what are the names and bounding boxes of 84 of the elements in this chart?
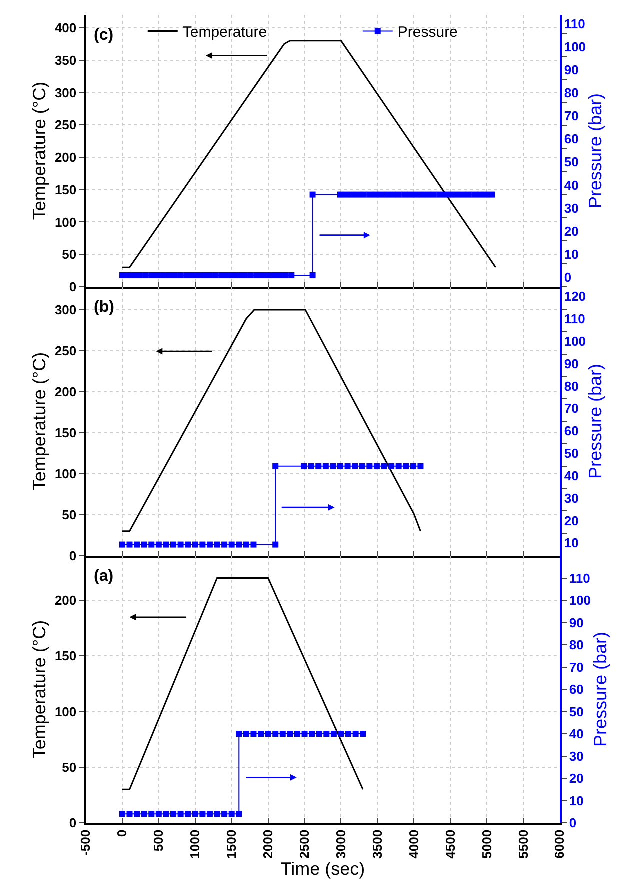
- x-tick-label: 6000: [552, 830, 568, 859]
- x-tick-label: 1000: [188, 830, 203, 859]
- y-tick-label: 150: [54, 648, 77, 664]
- y-tick-label: 200: [54, 150, 77, 166]
- y2-tick-label: 60: [564, 132, 579, 147]
- y2-tick-label: 50: [564, 446, 579, 462]
- y2-tick-label: 40: [569, 726, 584, 742]
- y2-tick-label: 80: [564, 86, 579, 101]
- line-series: [122, 309, 422, 532]
- y-tick-label: 0: [69, 280, 77, 295]
- x-tick-label: 3500: [370, 830, 385, 859]
- y-tick-label: 150: [54, 182, 77, 198]
- y2-tick-label: 50: [569, 704, 584, 720]
- y-tick-label: 150: [54, 426, 77, 441]
- y2-tick-label: 30: [569, 748, 584, 764]
- y2-tick-label: 110: [564, 312, 586, 327]
- y-tick-label: 100: [54, 214, 77, 230]
- x-tick-label: 500: [151, 830, 166, 852]
- y-axis-title: Temperature (°C): [30, 352, 50, 491]
- x-tick-label: -500: [78, 830, 94, 856]
- y-tick-label: 400: [54, 20, 77, 36]
- y2-tick-label: 30: [564, 200, 579, 216]
- y2-tick-label: 50: [564, 154, 579, 170]
- y-tick-label: 50: [62, 247, 77, 262]
- y-tick-label: 0: [69, 548, 77, 564]
- y2-tick-label: 20: [569, 771, 584, 786]
- y2-tick-label: 80: [564, 378, 579, 394]
- y-tick-label: 100: [54, 704, 77, 720]
- x-tick-label: 4000: [406, 830, 422, 859]
- y2-tick-label: 120: [564, 289, 586, 304]
- y2-tick-label: 100: [564, 334, 586, 349]
- x-axis-title: Time (sec): [280, 858, 366, 879]
- y2-tick-label: 70: [564, 401, 579, 416]
- y2-tick-label: 0: [569, 816, 577, 831]
- y-axis-title: Temperature (°C): [30, 620, 50, 759]
- y2-axis-title: Pressure (bar): [586, 93, 606, 209]
- y2-tick-label: 30: [564, 490, 579, 506]
- x-tick-label: 5500: [516, 830, 531, 859]
- y-tick-label: 350: [54, 52, 77, 68]
- y2-tick-label: 70: [569, 660, 584, 675]
- y2-tick-label: 90: [564, 62, 579, 78]
- y-tick-label: 250: [54, 344, 77, 359]
- annotation: (a): [94, 568, 114, 585]
- y2-tick-label: 90: [564, 356, 579, 372]
- y-tick-label: 200: [54, 593, 77, 608]
- y2-tick-label: 110: [569, 570, 590, 586]
- y-tick-label: 250: [54, 118, 77, 133]
- y-tick-label: 200: [54, 384, 77, 400]
- x-tick-label: 1500: [224, 830, 240, 859]
- y-tick-label: 300: [54, 302, 77, 318]
- y2-axis-title: Pressure (bar): [586, 364, 606, 480]
- y2-tick-label: 100: [569, 593, 592, 608]
- annotation: (b): [94, 299, 114, 316]
- x-tick-label: 2500: [296, 830, 312, 859]
- y-tick-label: 50: [62, 760, 77, 775]
- legend-label: Pressure: [398, 24, 458, 42]
- y-tick-label: 300: [54, 85, 77, 100]
- y2-tick-label: 40: [564, 178, 579, 193]
- x-tick-label: 5000: [479, 830, 494, 859]
- y2-tick-label: 20: [564, 513, 579, 528]
- y2-tick-label: 40: [564, 468, 579, 484]
- annotation: (c): [94, 27, 114, 44]
- y2-tick-label: 70: [564, 108, 579, 124]
- y2-tick-label: 20: [564, 224, 579, 239]
- y2-tick-label: 80: [569, 638, 584, 653]
- y2-axis-title: Pressure (bar): [590, 632, 611, 748]
- x-tick-label: 3000: [333, 830, 348, 859]
- y2-tick-label: 0: [564, 270, 572, 285]
- legend-label: Temperature: [182, 24, 268, 42]
- y-tick-label: 50: [62, 508, 77, 523]
- y-axis-title: Temperature (°C): [30, 82, 50, 220]
- y2-tick-label: 10: [564, 246, 579, 262]
- y2-tick-label: 10: [569, 793, 584, 808]
- x-tick-label: 4500: [442, 830, 458, 859]
- y-tick-label: 100: [54, 466, 77, 482]
- y2-tick-label: 60: [564, 424, 579, 439]
- y-tick-label: 0: [69, 816, 77, 831]
- x-tick-label: 2000: [260, 830, 276, 859]
- y2-tick-label: 100: [564, 39, 586, 54]
- y2-tick-label: 10: [564, 536, 579, 551]
- x-tick-label: 0: [114, 830, 130, 838]
- y2-tick-label: 90: [569, 615, 584, 630]
- y2-tick-label: 110: [564, 16, 586, 32]
- y2-tick-label: 60: [569, 682, 584, 698]
